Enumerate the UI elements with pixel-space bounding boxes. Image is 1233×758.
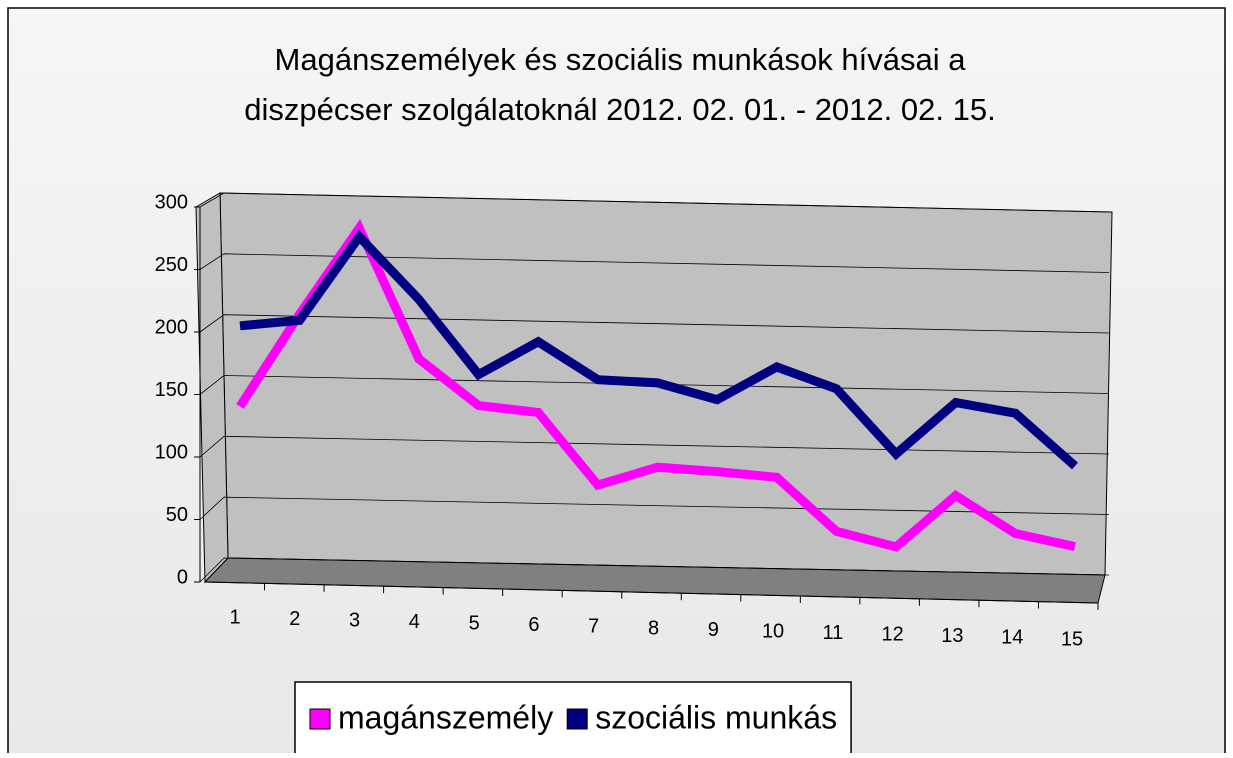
chart-title: diszpécser szolgálatoknál 2012. 02. 01. … <box>244 92 995 127</box>
x-tick-label: 6 <box>528 614 539 636</box>
legend-swatch <box>309 708 331 730</box>
grid-line <box>199 375 1110 395</box>
grid-line <box>199 192 1110 213</box>
y-tick-label: 200 <box>155 316 188 338</box>
x-tick-label: 1 <box>229 606 240 628</box>
x-tick-label: 9 <box>708 619 719 641</box>
x-tick-label: 11 <box>822 622 843 644</box>
grid-line <box>199 557 1110 583</box>
series-line <box>236 218 1076 552</box>
x-tick-label: 5 <box>469 613 480 635</box>
x-tick-label: 13 <box>941 625 963 647</box>
x-tick-label: 8 <box>648 617 659 639</box>
legend-swatch <box>566 708 588 730</box>
y-tick-label: 50 <box>166 504 188 526</box>
chart-title: Magánszemélyek és szociális munkások hív… <box>275 42 967 77</box>
y-tick-label: 150 <box>155 379 188 401</box>
x-tick-label: 2 <box>289 608 300 630</box>
x-tick-label: 14 <box>1001 627 1023 649</box>
y-tick-label: 0 <box>177 566 188 588</box>
legend-label: magánszemély <box>338 699 553 735</box>
series-line <box>239 229 1078 470</box>
x-axis <box>204 581 1099 604</box>
grid-line <box>199 314 1110 334</box>
legend-label: szociális munkás <box>595 699 837 735</box>
x-tick-label: 3 <box>349 609 360 631</box>
y-tick-label: 300 <box>155 191 188 213</box>
x-tick-label: 7 <box>588 616 599 638</box>
grid-line <box>199 253 1110 273</box>
x-tick-label: 12 <box>882 624 904 646</box>
y-tick-label: 250 <box>155 254 188 276</box>
grid-line <box>199 435 1110 458</box>
y-tick-label: 100 <box>155 441 188 463</box>
x-tick-label: 15 <box>1061 628 1083 650</box>
legend: magánszemély szociális munkás <box>294 681 852 758</box>
x-tick-label: 4 <box>409 611 420 633</box>
x-tick-label: 10 <box>762 620 784 642</box>
